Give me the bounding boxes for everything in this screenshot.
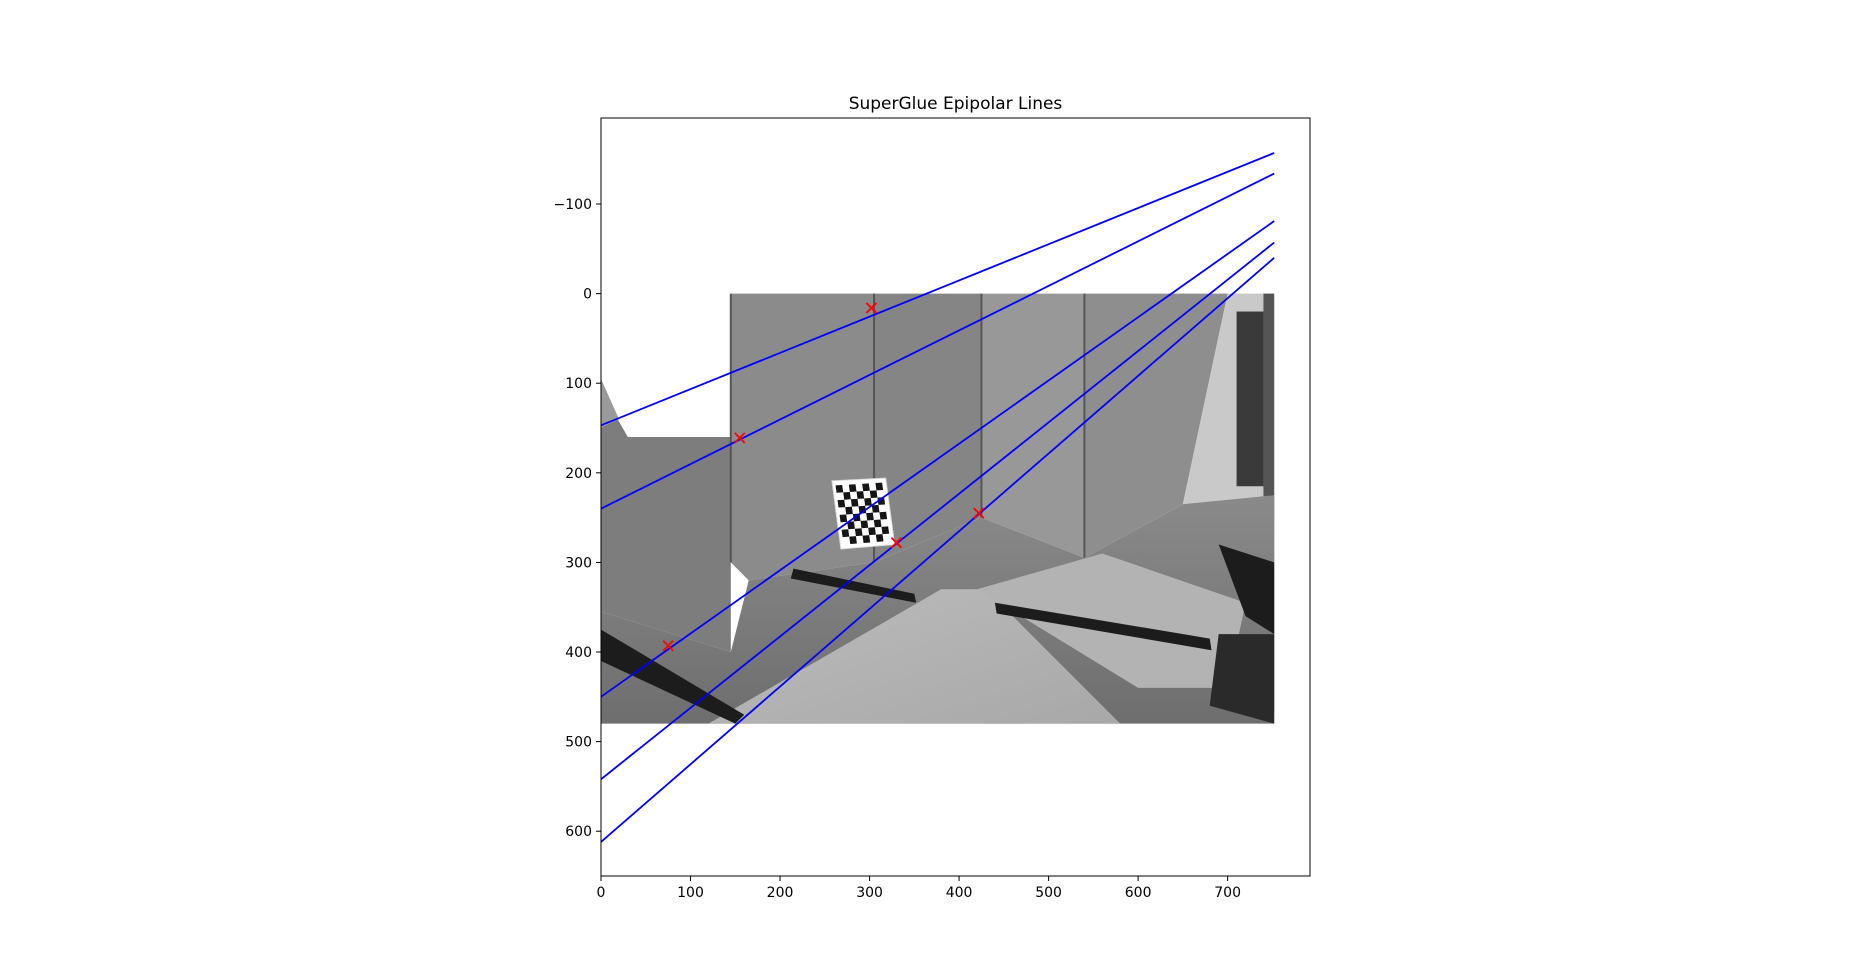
x-tick-label: 100 <box>677 885 704 901</box>
y-tick-label: 300 <box>565 555 592 571</box>
play-mat <box>976 553 1246 688</box>
x-tick-label: 700 <box>1214 885 1241 901</box>
x-tick-label: 200 <box>767 885 794 901</box>
keypoint-2 <box>734 432 746 444</box>
x-tick-label: 500 <box>1035 885 1062 901</box>
y-tick-label: −100 <box>554 197 592 213</box>
back-wall-panel <box>874 293 982 563</box>
epipolar-line-4 <box>601 241 1275 780</box>
keypoint-5 <box>662 640 674 652</box>
foreground-mat <box>708 589 1121 724</box>
y-tick-label: 600 <box>565 824 592 840</box>
keypoint-3 <box>973 507 985 519</box>
chart-title: SuperGlue Epipolar Lines <box>849 94 1063 114</box>
x-tick-label: 0 <box>597 885 606 901</box>
y-axis: −100 0 100 200 300 400 500 600 <box>554 197 601 840</box>
epipolar-lines <box>601 152 1275 843</box>
keypoint-4 <box>890 537 903 549</box>
x-tick-label: 400 <box>946 885 973 901</box>
background-photo <box>601 293 1275 724</box>
epipolar-line-3 <box>601 220 1275 698</box>
x-axis: 0 100 200 300 400 500 600 700 <box>597 876 1241 901</box>
keypoint-markers <box>662 302 985 652</box>
keypoint-1 <box>865 302 877 314</box>
x-tick-label: 600 <box>1125 885 1152 901</box>
right-partition <box>981 293 1085 558</box>
right-partition <box>1084 293 1228 558</box>
epipolar-line-2 <box>601 172 1275 510</box>
x-tick-label: 300 <box>856 885 883 901</box>
y-tick-label: 0 <box>583 287 592 303</box>
y-tick-label: 100 <box>565 376 592 392</box>
epipolar-line-1 <box>601 152 1275 427</box>
epipolar-line-5 <box>601 257 1275 843</box>
y-tick-label: 200 <box>565 466 592 482</box>
left-wall <box>601 390 731 653</box>
y-tick-label: 500 <box>565 735 592 751</box>
axes-frame <box>600 117 1311 877</box>
y-tick-label: 400 <box>565 645 592 661</box>
